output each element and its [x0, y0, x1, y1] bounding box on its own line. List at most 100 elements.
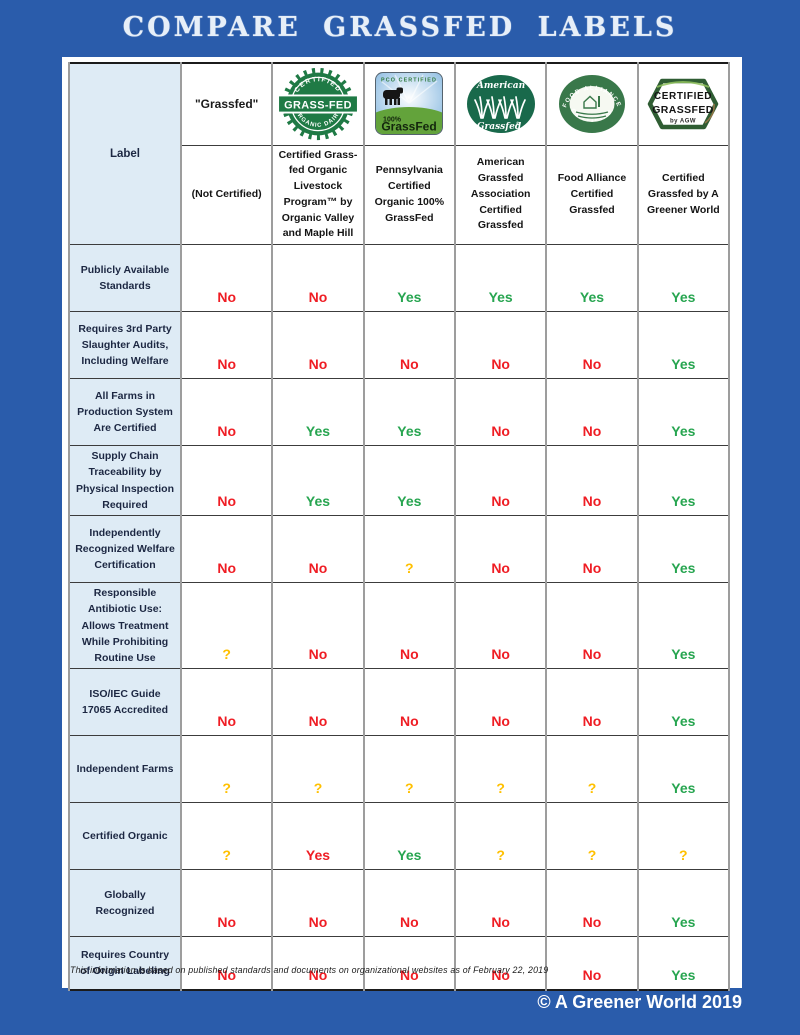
table-row: All Farms in Production System Are Certi… [68, 378, 731, 446]
value-text: No [399, 356, 419, 372]
value-cell: ? [362, 515, 456, 584]
value-cell: Yes [636, 735, 731, 804]
value-cell: No [271, 869, 365, 938]
row-label: Independent Farms [68, 735, 182, 804]
value-text: No [582, 966, 602, 983]
value-text: Yes [671, 713, 696, 730]
value-text: No [217, 356, 236, 372]
value-cell: Yes [362, 444, 456, 517]
svg-text:CERTIFIED: CERTIFIED [654, 91, 712, 102]
footnote: This information is based on published s… [70, 965, 549, 975]
svg-text:Grassfed: Grassfed [476, 122, 521, 132]
svg-text:PCO CERTIFIED: PCO CERTIFIED [381, 78, 437, 84]
value-cell: No [453, 668, 548, 737]
table-row: Requires Country of Origin Labeling No No N… [68, 936, 731, 991]
value-text: ? [313, 780, 323, 797]
value-cell: No [179, 311, 274, 379]
column-logo-1: "Grassfed" [179, 62, 274, 146]
value-text: No [491, 356, 510, 372]
value-cell: No [271, 668, 365, 737]
value-cell: No [362, 869, 456, 938]
row-label: Globally Recognized [68, 869, 182, 938]
value-text: Yes [579, 289, 605, 305]
value-cell: ? [271, 735, 365, 804]
value-text: Yes [671, 289, 696, 305]
value-text: Yes [305, 423, 331, 439]
value-cell: ? [179, 735, 274, 804]
column-logo-3: PCO CERTIFIED 100% GrassFed [362, 62, 456, 146]
value-cell: Yes [636, 936, 731, 991]
column-logo-6: CERTIFIED GRASSFED by AGW [636, 62, 731, 146]
row-label: Requires Country of Origin Labeling [68, 936, 182, 991]
value-text: No [582, 493, 602, 510]
value-text: Yes [397, 493, 422, 510]
value-cell: Yes [271, 378, 365, 446]
value-text: No [491, 966, 510, 983]
svg-text:GRASS-FED: GRASS-FED [284, 100, 352, 112]
value-cell: Yes [636, 311, 731, 379]
value-text: No [582, 713, 602, 730]
page-title: COMPARE GRASSFED LABELS [122, 12, 678, 43]
grassfed-quoted-text: "Grassfed" [194, 97, 259, 112]
value-cell: ? [545, 802, 639, 871]
value-cell: No [179, 444, 274, 517]
row-label: Independently Recognized Welfare Certifi… [68, 515, 182, 584]
column-name-3: Pennsylvania Certified Organic 100% Gras… [362, 144, 456, 245]
content-sheet: Label "Grassfed" CERTIFIED ORGANIC DAIRY… [62, 57, 742, 991]
row-label: Certified Organic [68, 802, 182, 871]
value-cell: ? [453, 802, 548, 871]
value-cell: ? [453, 735, 548, 804]
value-text: No [217, 914, 236, 931]
svg-text:by AGW: by AGW [670, 119, 696, 125]
value-text: No [491, 646, 510, 663]
value-cell: No [362, 311, 456, 379]
row-label: Publicly Available Standards [68, 244, 182, 312]
american-grassfed-icon: American Grassfed ® [466, 75, 535, 134]
value-text: No [491, 493, 510, 510]
value-text: ? [222, 780, 231, 797]
value-text: No [399, 966, 419, 983]
value-cell: Yes [271, 802, 365, 871]
value-cell: Yes [636, 582, 731, 670]
value-cell: No [453, 582, 548, 670]
table-row: Publicly Available Standards No No Yes Yes Ye… [68, 244, 731, 312]
label-column-header: Label [68, 62, 182, 245]
table-row: Certified Organic? Yes Yes??? [68, 802, 731, 871]
column-name-6: Certified Grassfed by A Greener World [636, 144, 731, 245]
value-cell: Yes [453, 244, 548, 312]
row-label: Responsible Antibiotic Use: Allows Treat… [68, 582, 182, 670]
value-cell: No [545, 936, 639, 991]
value-text: No [217, 560, 236, 577]
value-text: No [308, 966, 328, 983]
value-cell: No [271, 582, 365, 670]
food-alliance-certified-icon: FOOD ALLIANCE CERTIFIED [558, 75, 625, 134]
column-logo-4: American Grassfed ® [453, 62, 548, 146]
table-row: Responsible Antibiotic Use: Allows Treat… [68, 582, 731, 670]
value-cell: Yes [271, 444, 365, 517]
value-cell: No [453, 869, 548, 938]
value-cell: No [271, 244, 365, 312]
value-text: Yes [397, 847, 422, 864]
value-text: ? [405, 780, 414, 797]
value-text: No [217, 493, 236, 510]
value-cell: ? [179, 802, 274, 871]
value-text: Yes [305, 493, 331, 510]
table-row: Supply Chain Traceability by Physical In… [68, 444, 731, 517]
value-cell: No [453, 378, 548, 446]
value-cell: No [179, 244, 274, 312]
value-text: No [491, 713, 510, 730]
value-cell: No [453, 444, 548, 517]
value-cell: No [179, 515, 274, 584]
value-cell: No [362, 582, 456, 670]
value-cell: No [179, 378, 274, 446]
value-cell: ? [179, 582, 274, 670]
value-text: No [582, 356, 602, 372]
certified-grass-fed-organic-dairy-badge-icon: CERTIFIED ORGANIC DAIRY GRASS-FED [277, 68, 358, 141]
value-cell: No [362, 668, 456, 737]
value-text: No [399, 914, 419, 931]
value-text: No [217, 289, 236, 305]
value-cell: Yes [545, 244, 639, 312]
value-text: ? [496, 847, 505, 864]
value-text: No [217, 966, 236, 983]
value-text: ? [587, 847, 597, 864]
